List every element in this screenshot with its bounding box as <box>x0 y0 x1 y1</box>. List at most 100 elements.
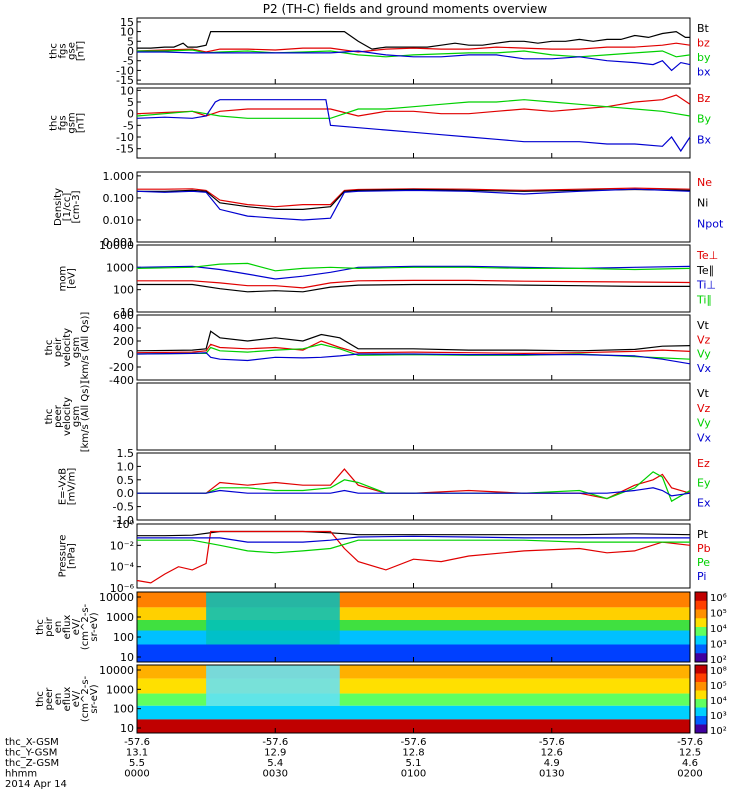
y-tick-label: 1000 <box>106 611 134 624</box>
panel-4: 10000 1000 100 10 mom[eV] Te⊥ Te∥ Ti⊥Ti∥ <box>58 239 719 319</box>
y-tick-label: 10⁻² <box>110 539 134 552</box>
orbit-row-label: thc_X-GSM <box>5 737 59 748</box>
colorbar-label: 10³ <box>710 640 727 651</box>
panel-9: 10000 1000 100 10 thcpeirenefluxeV/(cm^2-s-s… <box>35 591 691 664</box>
y-tick-label: 100 <box>113 631 134 644</box>
orbit-value: -57.6 <box>677 737 703 748</box>
series-line <box>136 94 691 117</box>
series-line <box>136 188 691 221</box>
y-axis-label: thc <box>44 340 55 356</box>
panel-frame <box>136 452 691 521</box>
orbit-value: 12.5 <box>679 748 701 759</box>
colorbar-label: 10² <box>710 655 727 666</box>
y-tick-label: 10 <box>120 26 134 39</box>
y-axis-label: [nPa] <box>67 543 78 569</box>
colorbar-swatch <box>695 716 707 725</box>
y-tick-label: 0 <box>127 348 134 361</box>
y-axis-label: thc <box>35 619 46 635</box>
y-tick-label: -15 <box>116 74 134 87</box>
y-axis-label: thc <box>35 691 46 707</box>
y-tick-label: 10000 <box>99 664 134 677</box>
orbit-value: 13.1 <box>126 748 148 759</box>
orbit-value: 12.9 <box>264 748 286 759</box>
colorbar-swatch <box>695 653 707 663</box>
colorbar-swatch <box>695 682 707 691</box>
legend-entry: Ex <box>697 496 711 509</box>
y-tick-label: 0.0 <box>117 487 135 500</box>
legend-entry: Vt <box>697 387 710 400</box>
legend-entry: Pi <box>697 570 706 583</box>
orbit-value: 5.5 <box>129 758 145 769</box>
panel-3: 1.000 0.100 0.010 0.001 Density[1/cc][cm-3] N… <box>53 170 724 249</box>
y-tick-label: 1000 <box>106 261 134 274</box>
orbit-value: 12.6 <box>541 748 563 759</box>
series-line <box>136 99 691 153</box>
colorbar-frame <box>694 591 708 663</box>
panels: 151050-5-10-15thcfgsgse[nT]Btbzbybx1050-… <box>35 16 727 737</box>
colorbar-swatch <box>695 707 707 717</box>
series-line <box>137 279 691 289</box>
colorbar-swatch <box>695 635 707 645</box>
colorbar-frame <box>694 664 708 734</box>
y-axis-label: eV/ <box>71 618 82 635</box>
y-tick-label: 600 <box>113 309 134 322</box>
y-tick-label: 10 <box>120 84 134 97</box>
y-tick-label: 0.001 <box>103 236 135 249</box>
y-tick-label: 1.0 <box>117 460 135 473</box>
y-tick-label: -400 <box>109 374 134 387</box>
colorbar-label: 10³ <box>710 711 727 722</box>
orbit-value: 4.9 <box>544 758 560 769</box>
legend-entry: Vt <box>697 319 710 332</box>
panel-frame <box>136 87 691 159</box>
colorbar-label: 10⁵ <box>710 609 727 620</box>
y-axis-label: E=-VxB <box>58 468 69 505</box>
y-tick-label: 0 <box>127 108 134 121</box>
spectrogram-interval <box>206 665 340 706</box>
orbit-row-label: thc_Z-GSM <box>5 758 59 769</box>
series-line <box>136 262 691 272</box>
y-axis-label: en <box>53 621 64 634</box>
legend-entry: Bz <box>697 92 711 105</box>
series-line <box>136 340 691 355</box>
colorbar-swatch <box>695 644 707 654</box>
orbit-value: 0200 <box>677 769 702 780</box>
y-axis-label: eflux <box>62 615 73 640</box>
panel-frame <box>136 523 691 589</box>
spectrogram-band <box>137 620 690 631</box>
colorbar-label: 10² <box>710 726 727 737</box>
colorbar-2: 10⁸ 10⁵ 10⁴ 10³ 10² <box>694 664 727 737</box>
y-axis-label: (cm^2-s- <box>80 675 91 722</box>
orbit-value: 0000 <box>124 769 149 780</box>
y-tick-label: -0.5 <box>113 501 134 514</box>
y-axis-label: peer <box>53 404 64 428</box>
legend-entry: Ti∥ <box>696 293 712 306</box>
y-axis-label: [km/s (All Qs)] <box>80 312 91 384</box>
y-axis-label: fgs <box>58 43 69 58</box>
legend-entry: Te∥ <box>696 264 714 277</box>
orbit-value: 0100 <box>401 769 426 780</box>
orbit-value: 5.4 <box>267 758 283 769</box>
y-tick-label: 100 <box>113 703 134 716</box>
series-line <box>136 99 691 119</box>
colorbar-swatch <box>695 673 707 683</box>
colorbar-swatch <box>695 592 707 602</box>
y-tick-label: 10⁻⁴ <box>110 561 135 574</box>
legend-entry: Ni <box>697 197 708 210</box>
series-line <box>137 49 691 58</box>
y-tick-label: 1.000 <box>103 170 135 183</box>
legend-entry: Npot <box>697 217 724 230</box>
orbit-value: -57.6 <box>262 737 288 748</box>
y-axis-label: thc <box>49 115 60 131</box>
y-axis-label: velocity <box>62 328 73 367</box>
colorbar-label: 10⁴ <box>710 624 727 635</box>
y-axis-label: Pressure <box>58 535 69 578</box>
panel-frame <box>136 171 691 243</box>
orbit-value: -57.6 <box>401 737 427 748</box>
series-line <box>137 188 691 210</box>
y-axis-label: gsm <box>71 337 82 358</box>
y-tick-label: 0.5 <box>117 474 135 487</box>
